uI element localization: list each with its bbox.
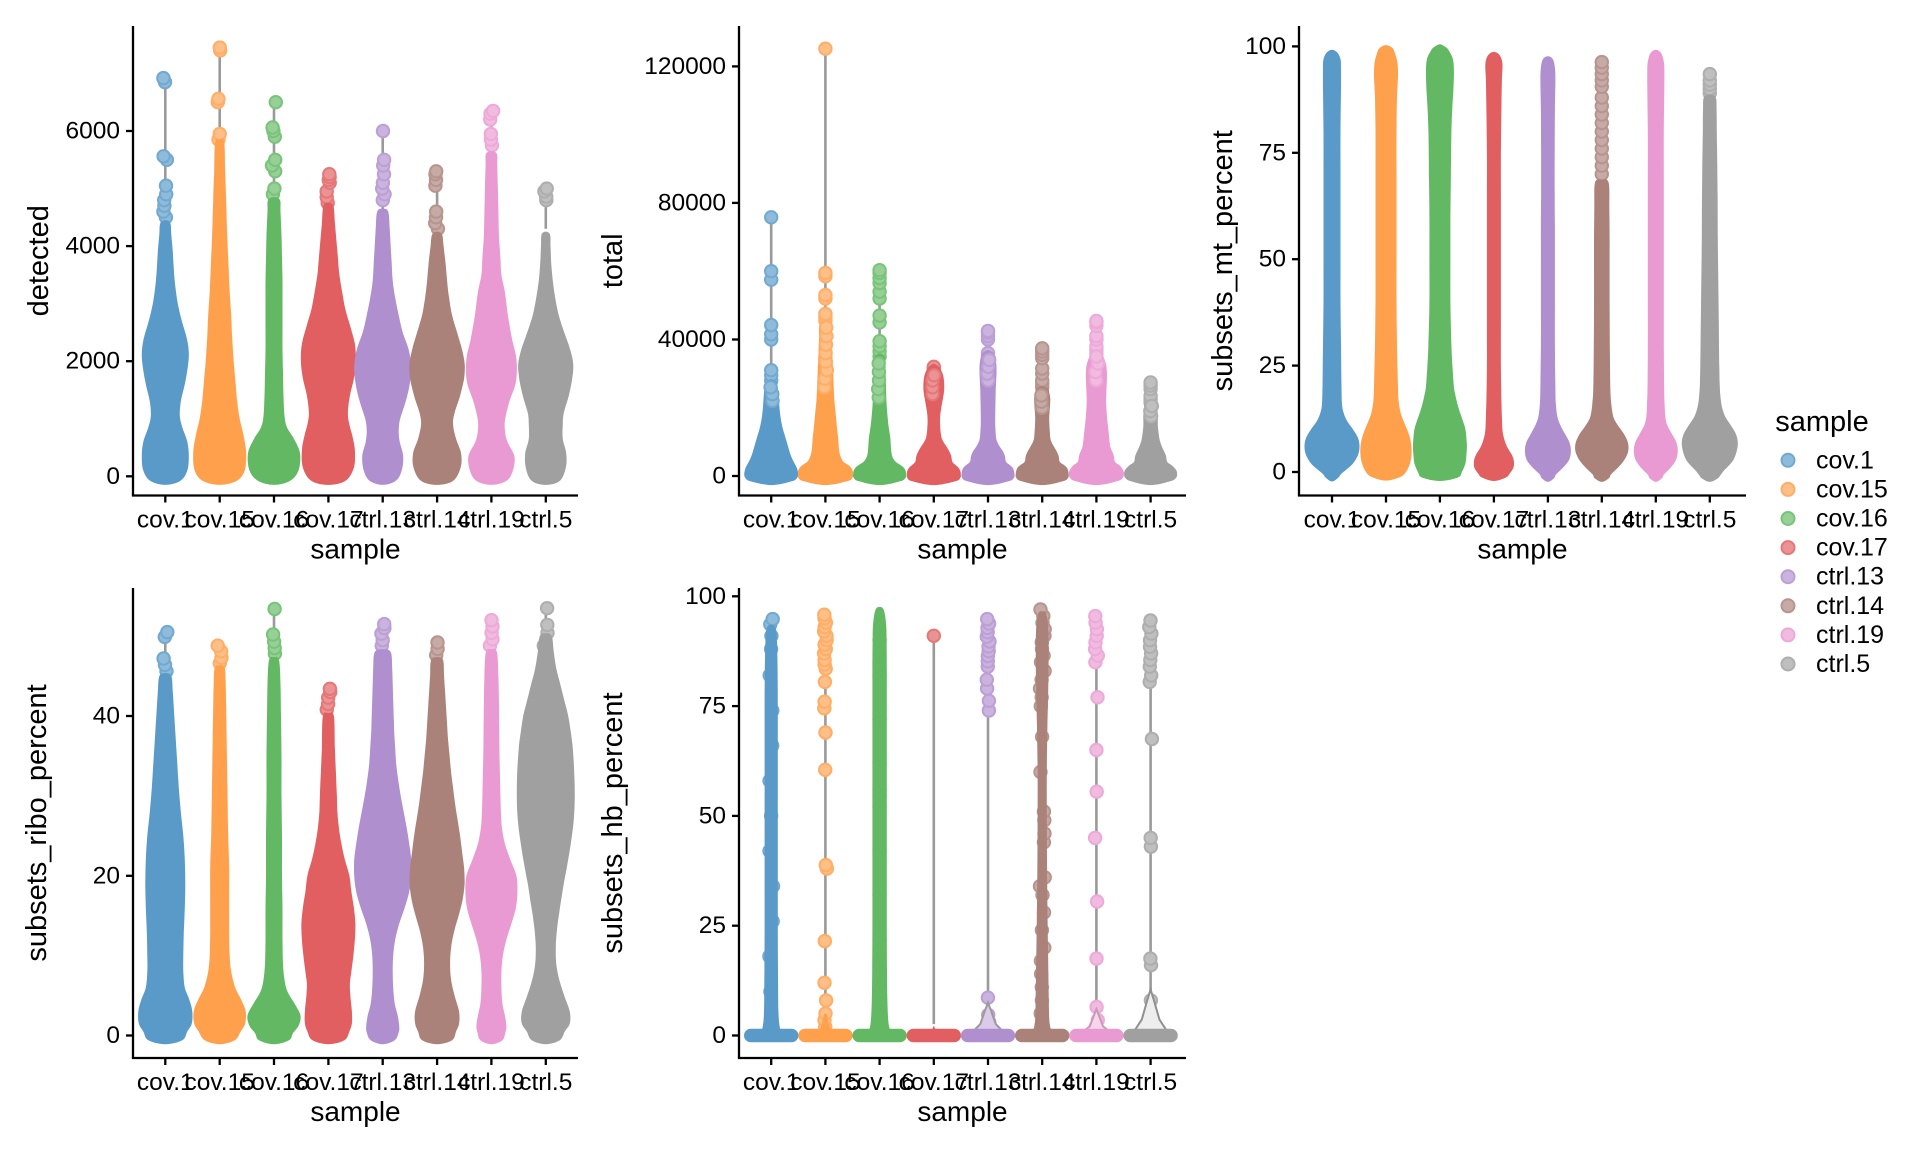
svg-text:ctrl.13: ctrl.13: [349, 507, 416, 534]
svg-text:ctrl.5: ctrl.5: [1124, 507, 1177, 534]
svg-text:cov.16: cov.16: [1816, 505, 1888, 533]
svg-text:sample: sample: [917, 1096, 1007, 1127]
svg-text:25: 25: [1259, 352, 1286, 379]
svg-text:40: 40: [93, 703, 120, 730]
svg-text:ctrl.5: ctrl.5: [1124, 1069, 1177, 1096]
svg-text:ctrl.19: ctrl.19: [1622, 507, 1689, 534]
svg-text:cov.15: cov.15: [790, 1069, 860, 1096]
svg-text:cov.16: cov.16: [844, 1069, 914, 1096]
svg-text:4000: 4000: [65, 233, 120, 260]
svg-text:cov.17: cov.17: [1459, 507, 1529, 534]
svg-text:total: total: [597, 233, 629, 288]
svg-text:cov.1: cov.1: [743, 1069, 800, 1096]
svg-text:0: 0: [712, 463, 726, 490]
svg-text:subsets_mt_percent: subsets_mt_percent: [1207, 130, 1239, 391]
svg-text:cov.15: cov.15: [185, 1069, 255, 1096]
svg-text:cov.17: cov.17: [899, 1069, 969, 1096]
svg-text:0: 0: [1272, 459, 1286, 486]
svg-text:cov.15: cov.15: [185, 507, 255, 534]
svg-text:cov.1: cov.1: [1304, 507, 1361, 534]
svg-text:ctrl.19: ctrl.19: [1063, 507, 1130, 534]
svg-text:cov.17: cov.17: [293, 1069, 363, 1096]
svg-text:40000: 40000: [658, 326, 726, 353]
svg-text:6000: 6000: [65, 118, 120, 145]
svg-text:ctrl.5: ctrl.5: [519, 1069, 572, 1096]
svg-text:ctrl.14: ctrl.14: [1009, 507, 1076, 534]
svg-text:subsets_hb_percent: subsets_hb_percent: [597, 692, 629, 953]
svg-text:20: 20: [93, 862, 120, 889]
svg-text:ctrl.19: ctrl.19: [1063, 1069, 1130, 1096]
svg-text:cov.17: cov.17: [293, 507, 363, 534]
svg-text:cov.16: cov.16: [239, 507, 309, 534]
svg-text:0: 0: [106, 463, 120, 490]
svg-text:ctrl.13: ctrl.13: [1515, 507, 1582, 534]
svg-text:cov.16: cov.16: [844, 507, 914, 534]
svg-text:75: 75: [1259, 139, 1286, 166]
svg-text:cov.15: cov.15: [790, 507, 860, 534]
svg-text:2000: 2000: [65, 348, 120, 375]
svg-text:100: 100: [1245, 33, 1286, 60]
svg-text:cov.15: cov.15: [1351, 507, 1421, 534]
svg-text:ctrl.5: ctrl.5: [1816, 650, 1870, 678]
svg-text:sample: sample: [917, 534, 1007, 565]
svg-text:ctrl.19: ctrl.19: [458, 1069, 525, 1096]
svg-text:ctrl.14: ctrl.14: [404, 1069, 471, 1096]
svg-text:ctrl.19: ctrl.19: [1816, 621, 1884, 649]
svg-text:ctrl.5: ctrl.5: [1683, 507, 1736, 534]
svg-text:ctrl.13: ctrl.13: [955, 1069, 1022, 1096]
svg-text:ctrl.13: ctrl.13: [955, 507, 1022, 534]
svg-text:50: 50: [1259, 246, 1286, 273]
svg-text:cov.16: cov.16: [239, 1069, 309, 1096]
svg-text:subsets_ribo_percent: subsets_ribo_percent: [21, 684, 53, 961]
svg-text:cov.1: cov.1: [137, 507, 194, 534]
svg-text:cov.17: cov.17: [1816, 534, 1888, 562]
svg-text:0: 0: [106, 1022, 120, 1049]
svg-text:sample: sample: [1477, 534, 1567, 565]
svg-text:cov.17: cov.17: [899, 507, 969, 534]
svg-text:120000: 120000: [644, 53, 726, 80]
svg-text:25: 25: [699, 912, 726, 939]
svg-text:50: 50: [699, 802, 726, 829]
svg-text:ctrl.14: ctrl.14: [1568, 507, 1635, 534]
svg-text:80000: 80000: [658, 189, 726, 216]
svg-text:ctrl.13: ctrl.13: [1816, 563, 1884, 591]
svg-text:ctrl.14: ctrl.14: [1009, 1069, 1076, 1096]
svg-text:cov.15: cov.15: [1816, 475, 1888, 503]
svg-text:cov.16: cov.16: [1405, 507, 1475, 534]
svg-text:ctrl.14: ctrl.14: [1816, 592, 1884, 620]
svg-text:sample: sample: [310, 1096, 400, 1127]
svg-text:sample: sample: [1775, 406, 1869, 438]
svg-text:cov.1: cov.1: [743, 507, 800, 534]
svg-text:ctrl.19: ctrl.19: [458, 507, 525, 534]
svg-text:100: 100: [685, 583, 726, 610]
svg-text:75: 75: [699, 693, 726, 720]
svg-text:ctrl.5: ctrl.5: [519, 507, 572, 534]
svg-text:ctrl.13: ctrl.13: [349, 1069, 416, 1096]
svg-text:cov.1: cov.1: [137, 1069, 194, 1096]
svg-text:sample: sample: [310, 534, 400, 565]
svg-text:cov.1: cov.1: [1816, 446, 1874, 474]
svg-text:0: 0: [712, 1022, 726, 1049]
svg-text:ctrl.14: ctrl.14: [404, 507, 471, 534]
svg-text:detected: detected: [23, 205, 55, 316]
